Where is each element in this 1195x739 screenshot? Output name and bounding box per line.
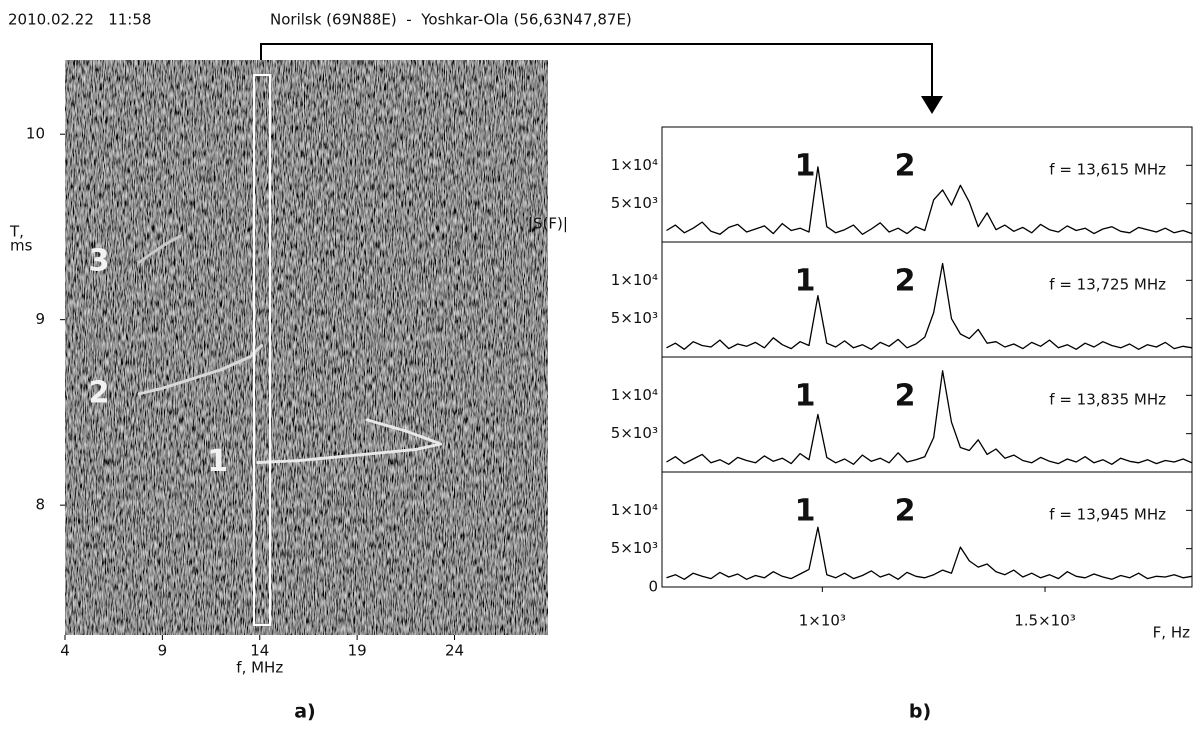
peak-label: 2 [895, 149, 916, 184]
echo-trace [137, 234, 182, 264]
y-tick-label: 5×10³ [611, 309, 658, 327]
x-axis-label: f, MHz [236, 659, 283, 677]
y-axis-label: ms [10, 237, 33, 255]
x-tick-label: 4 [60, 642, 70, 660]
frequency-note: f = 13,725 MHz [1049, 276, 1166, 294]
x-tick-label: 14 [250, 642, 269, 660]
arrow-head [921, 96, 943, 114]
spectrum-line [666, 166, 1193, 235]
arrow [260, 43, 933, 98]
y-tick-label: 5×10³ [611, 194, 658, 212]
date: 2010.02.22 11:58 [8, 11, 151, 29]
y-axis-label: T, [9, 223, 24, 241]
y-axis-label: |S(F)| [528, 215, 568, 233]
peak-label: 1 [795, 494, 816, 529]
spectrum-line [666, 370, 1193, 465]
y-tick-label: 5×10³ [611, 424, 658, 442]
x-tick-label: 9 [158, 642, 168, 660]
x-tick-label: 1.5×10³ [1014, 612, 1076, 630]
x-tick-label: 19 [348, 642, 367, 660]
y-tick-label: 9 [35, 310, 45, 328]
caption: a) [294, 701, 316, 723]
panel-frame [661, 356, 1193, 473]
peak-label: 2 [895, 494, 916, 529]
frequency-note: f = 13,615 MHz [1049, 161, 1166, 179]
y-tick-label: 1×10⁴ [611, 501, 658, 519]
analysis-window [253, 74, 271, 626]
y-tick-label: 1×10⁴ [611, 156, 658, 174]
x-axis-label: F, Hz [1153, 624, 1190, 642]
trace-label: 3 [89, 244, 110, 279]
frequency-note: f = 13,835 MHz [1049, 391, 1166, 409]
y-tick-label: 0 [648, 578, 658, 596]
y-tick-label: 10 [26, 125, 45, 143]
peak-label: 1 [795, 149, 816, 184]
y-tick-label: 8 [35, 496, 45, 514]
trace-label: 1 [207, 444, 228, 479]
peak-label: 1 [795, 264, 816, 299]
frequency-note: f = 13,945 MHz [1049, 506, 1166, 524]
y-tick-label: 1×10⁴ [611, 386, 658, 404]
spectrum-line [666, 262, 1193, 350]
echo-trace [137, 344, 264, 396]
y-tick-label: 5×10³ [611, 539, 658, 557]
trace-label: 2 [89, 375, 110, 410]
path: Norilsk (69N88E) - Yoshkar-Ola (56,63N47… [270, 11, 632, 29]
x-tick-label: 1×10³ [799, 612, 846, 630]
ionogram-noise [65, 60, 548, 635]
peak-label: 1 [795, 379, 816, 414]
spectrum-line [666, 526, 1193, 580]
peak-label: 2 [895, 264, 916, 299]
y-tick-label: 1×10⁴ [611, 271, 658, 289]
peak-label: 2 [895, 379, 916, 414]
echo-trace [256, 418, 447, 464]
caption: b) [909, 701, 931, 723]
x-tick-label: 24 [445, 642, 464, 660]
panel-frame [661, 471, 1193, 588]
panel-frame [661, 241, 1193, 358]
